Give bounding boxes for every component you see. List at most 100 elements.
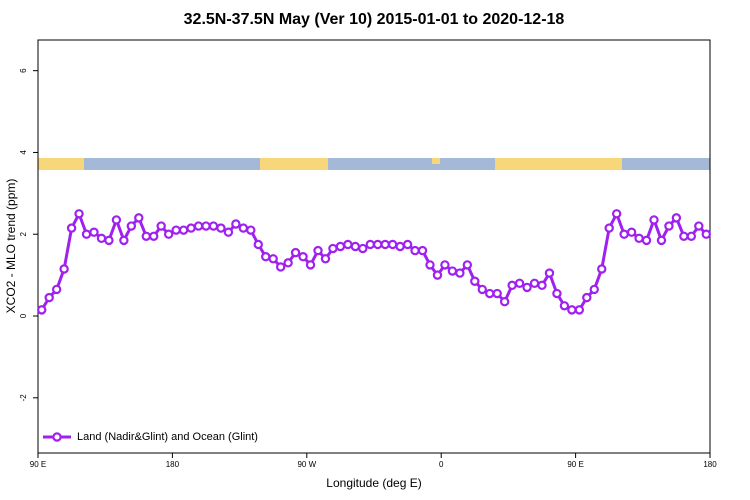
data-point — [522, 282, 532, 293]
data-point — [59, 264, 69, 274]
data-point — [701, 229, 711, 239]
x-tick-label: 0 — [439, 460, 444, 469]
data-point — [178, 225, 189, 235]
data-point — [268, 254, 278, 264]
data-point — [134, 213, 144, 223]
data-point — [507, 280, 517, 291]
data-point — [37, 305, 47, 315]
data-point — [552, 288, 562, 299]
data-point — [350, 241, 361, 252]
data-point — [679, 231, 689, 241]
data-point — [253, 239, 263, 250]
data-point — [193, 221, 204, 231]
data-point — [320, 254, 331, 264]
legend-marker — [52, 432, 62, 442]
data-point — [455, 268, 465, 278]
data-point — [275, 262, 286, 272]
data-point — [395, 241, 405, 252]
data-point — [313, 245, 323, 256]
data-point — [119, 235, 129, 246]
data-point — [126, 221, 137, 231]
data-point — [89, 227, 99, 237]
data-point — [641, 235, 652, 246]
x-tick-label: 180 — [703, 460, 717, 469]
data-point — [470, 276, 480, 286]
data-point — [664, 221, 674, 231]
data-point — [305, 260, 316, 270]
data-point — [111, 215, 122, 225]
data-point — [74, 209, 84, 219]
data-point — [485, 288, 495, 299]
data-point — [410, 245, 420, 256]
x-tick-label: 180 — [166, 460, 180, 469]
data-point — [201, 221, 211, 231]
data-point — [238, 223, 249, 233]
data-point — [290, 247, 301, 258]
data-point — [440, 260, 450, 270]
data-point — [365, 239, 375, 250]
data-point — [559, 301, 570, 311]
data-point — [432, 270, 443, 280]
data-point — [492, 288, 502, 299]
data-point — [216, 223, 226, 233]
data-point — [223, 227, 234, 237]
x-tick-label: 90 W — [297, 460, 316, 469]
data-point — [156, 221, 166, 231]
data-point — [694, 221, 704, 231]
data-point — [141, 231, 151, 241]
x-tick-label: 90 E — [567, 460, 583, 469]
data-point — [96, 233, 107, 244]
plot-frame — [37, 39, 711, 454]
x-axis-label: Longitude (deg E) — [326, 476, 421, 490]
data-point — [529, 278, 540, 289]
data-point — [380, 239, 390, 250]
data-point — [417, 245, 428, 256]
data-point — [499, 297, 510, 307]
data-point — [186, 223, 196, 233]
data-point — [537, 280, 547, 291]
data-point — [358, 243, 368, 254]
land-ocean-strip — [38, 158, 710, 170]
data-point — [649, 215, 659, 225]
data-point — [163, 229, 174, 239]
data-point — [343, 239, 353, 250]
data-point — [335, 241, 346, 252]
data-point — [597, 264, 607, 274]
data-point — [462, 260, 473, 270]
y-tick-label: 4 — [19, 150, 28, 155]
data-point — [104, 235, 114, 246]
data-point — [686, 231, 697, 241]
y-axis-label: XCO2 - MLO trend (ppm) — [4, 179, 18, 314]
data-point — [283, 258, 293, 268]
data-point — [298, 252, 308, 262]
data-point — [208, 221, 219, 231]
data-point — [246, 225, 256, 235]
data-point — [447, 266, 458, 276]
data-point — [611, 209, 622, 219]
y-tick-label: -2 — [19, 394, 28, 402]
data-point — [149, 231, 159, 241]
data-point — [425, 260, 435, 270]
chart-title: 32.5N-37.5N May (Ver 10) 2015-01-01 to 2… — [184, 11, 565, 28]
data-point — [604, 223, 614, 233]
y-tick-label: 6 — [19, 68, 28, 73]
legend-label: Land (Nadir&Glint) and Ocean (Glint) — [77, 431, 258, 443]
data-point — [66, 223, 77, 233]
data-point — [477, 284, 487, 295]
data-point — [582, 292, 592, 303]
data-point — [402, 239, 413, 250]
y-tick-label: 0 — [19, 313, 28, 318]
data-point — [387, 239, 398, 250]
x-tick-label: 90 E — [30, 460, 46, 469]
data-point — [671, 213, 682, 223]
data-point — [231, 219, 241, 229]
data-point — [567, 305, 577, 315]
data-point — [574, 305, 585, 315]
data-point — [656, 235, 667, 246]
y-tick-label: 2 — [19, 231, 28, 236]
data-point — [514, 278, 525, 289]
data-point — [171, 225, 181, 235]
data-point — [619, 229, 629, 239]
data-point — [544, 268, 555, 278]
